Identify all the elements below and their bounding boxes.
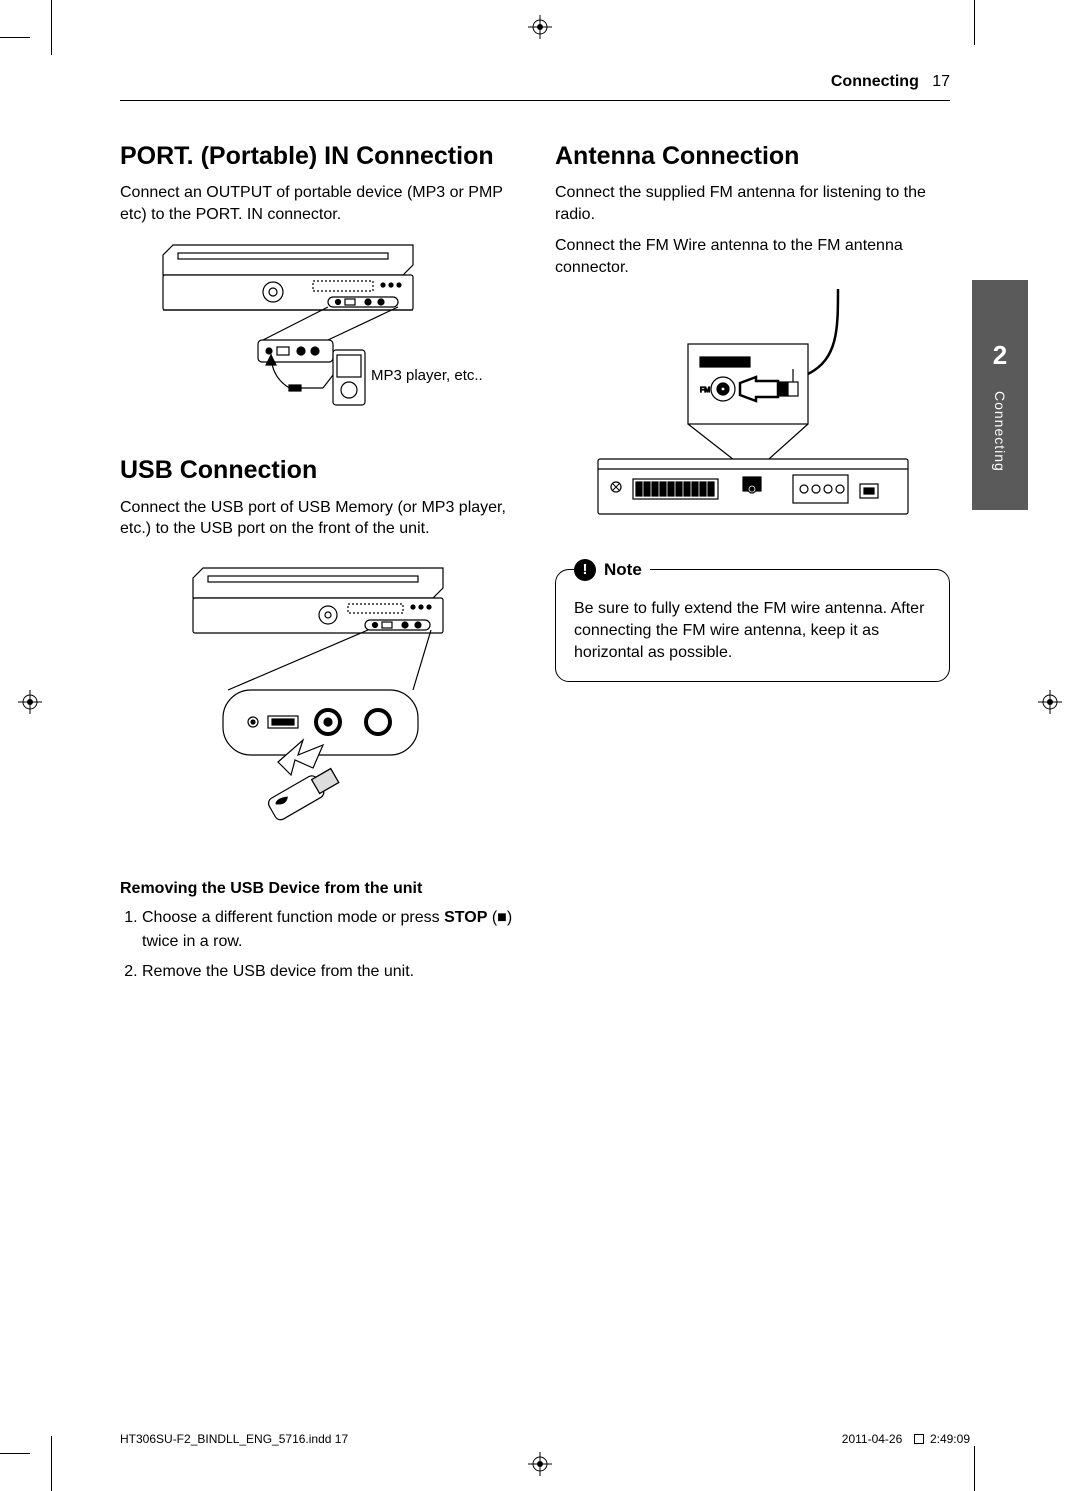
note-label-text: Note <box>604 558 642 582</box>
figure-usb <box>120 550 515 850</box>
crop-mark <box>0 37 30 38</box>
list-item: Choose a different function mode or pres… <box>142 906 515 954</box>
section-body: Connect the supplied FM antenna for list… <box>555 182 950 225</box>
header-rule: Connecting 17 <box>120 100 950 101</box>
left-column: PORT. (Portable) IN Connection Connect a… <box>120 141 515 990</box>
section-title-antenna: Antenna Connection <box>555 141 950 172</box>
section-title-usb: USB Connection <box>120 455 515 486</box>
print-footer: HT306SU-F2_BINDLL_ENG_5716.indd 17 2011-… <box>120 1432 970 1446</box>
footer-date: 2011-04-26 <box>842 1432 903 1446</box>
running-header: Connecting 17 <box>831 73 950 91</box>
note-box: ! Note Be sure to fully extend the FM wi… <box>555 569 950 682</box>
registration-mark-icon <box>528 15 552 39</box>
section-body: Connect the USB port of USB Memory (or M… <box>120 497 515 540</box>
registration-mark-icon <box>528 1452 552 1476</box>
step-text-bold: STOP <box>444 909 487 926</box>
note-icon: ! <box>574 559 596 581</box>
registration-mark-icon <box>18 690 42 714</box>
label-antenna: ANTENNA <box>710 361 739 367</box>
subsection-title: Removing the USB Device from the unit <box>120 880 515 898</box>
crop-mark <box>51 0 52 55</box>
clock-icon <box>914 1434 924 1444</box>
page-body: Connecting 17 PORT. (Portable) IN Connec… <box>120 100 950 990</box>
section-body: Connect an OUTPUT of portable device (MP… <box>120 182 515 225</box>
crop-mark <box>51 1436 52 1491</box>
note-body: Be sure to fully extend the FM wire ante… <box>574 598 931 665</box>
section-title-port-in: PORT. (Portable) IN Connection <box>120 141 515 172</box>
figure-antenna: ANTENNA FM <box>555 289 950 539</box>
crop-mark <box>0 1453 30 1454</box>
registration-mark-icon <box>1038 690 1062 714</box>
header-section: Connecting <box>831 73 919 90</box>
header-page-number: 17 <box>932 73 950 90</box>
section-body: Connect the FM Wire antenna to the FM an… <box>555 235 950 278</box>
chapter-number: 2 <box>972 280 1028 371</box>
step-text: Choose a different function mode or pres… <box>142 909 444 926</box>
chapter-label: Connecting <box>992 391 1008 472</box>
footer-time: 2:49:09 <box>930 1432 970 1446</box>
crop-mark <box>974 1446 975 1491</box>
crop-mark <box>974 0 975 45</box>
figure-port-in: MP3 player, etc... <box>120 235 515 425</box>
chapter-tab: 2 Connecting <box>972 280 1028 510</box>
figure-caption: MP3 player, etc... <box>371 367 483 384</box>
steps-list: Choose a different function mode or pres… <box>120 906 515 984</box>
right-column: Antenna Connection Connect the supplied … <box>555 141 950 990</box>
label-fm: FM <box>700 387 710 394</box>
note-label: ! Note <box>574 558 650 582</box>
footer-filename: HT306SU-F2_BINDLL_ENG_5716.indd 17 <box>120 1432 348 1446</box>
list-item: Remove the USB device from the unit. <box>142 960 515 984</box>
